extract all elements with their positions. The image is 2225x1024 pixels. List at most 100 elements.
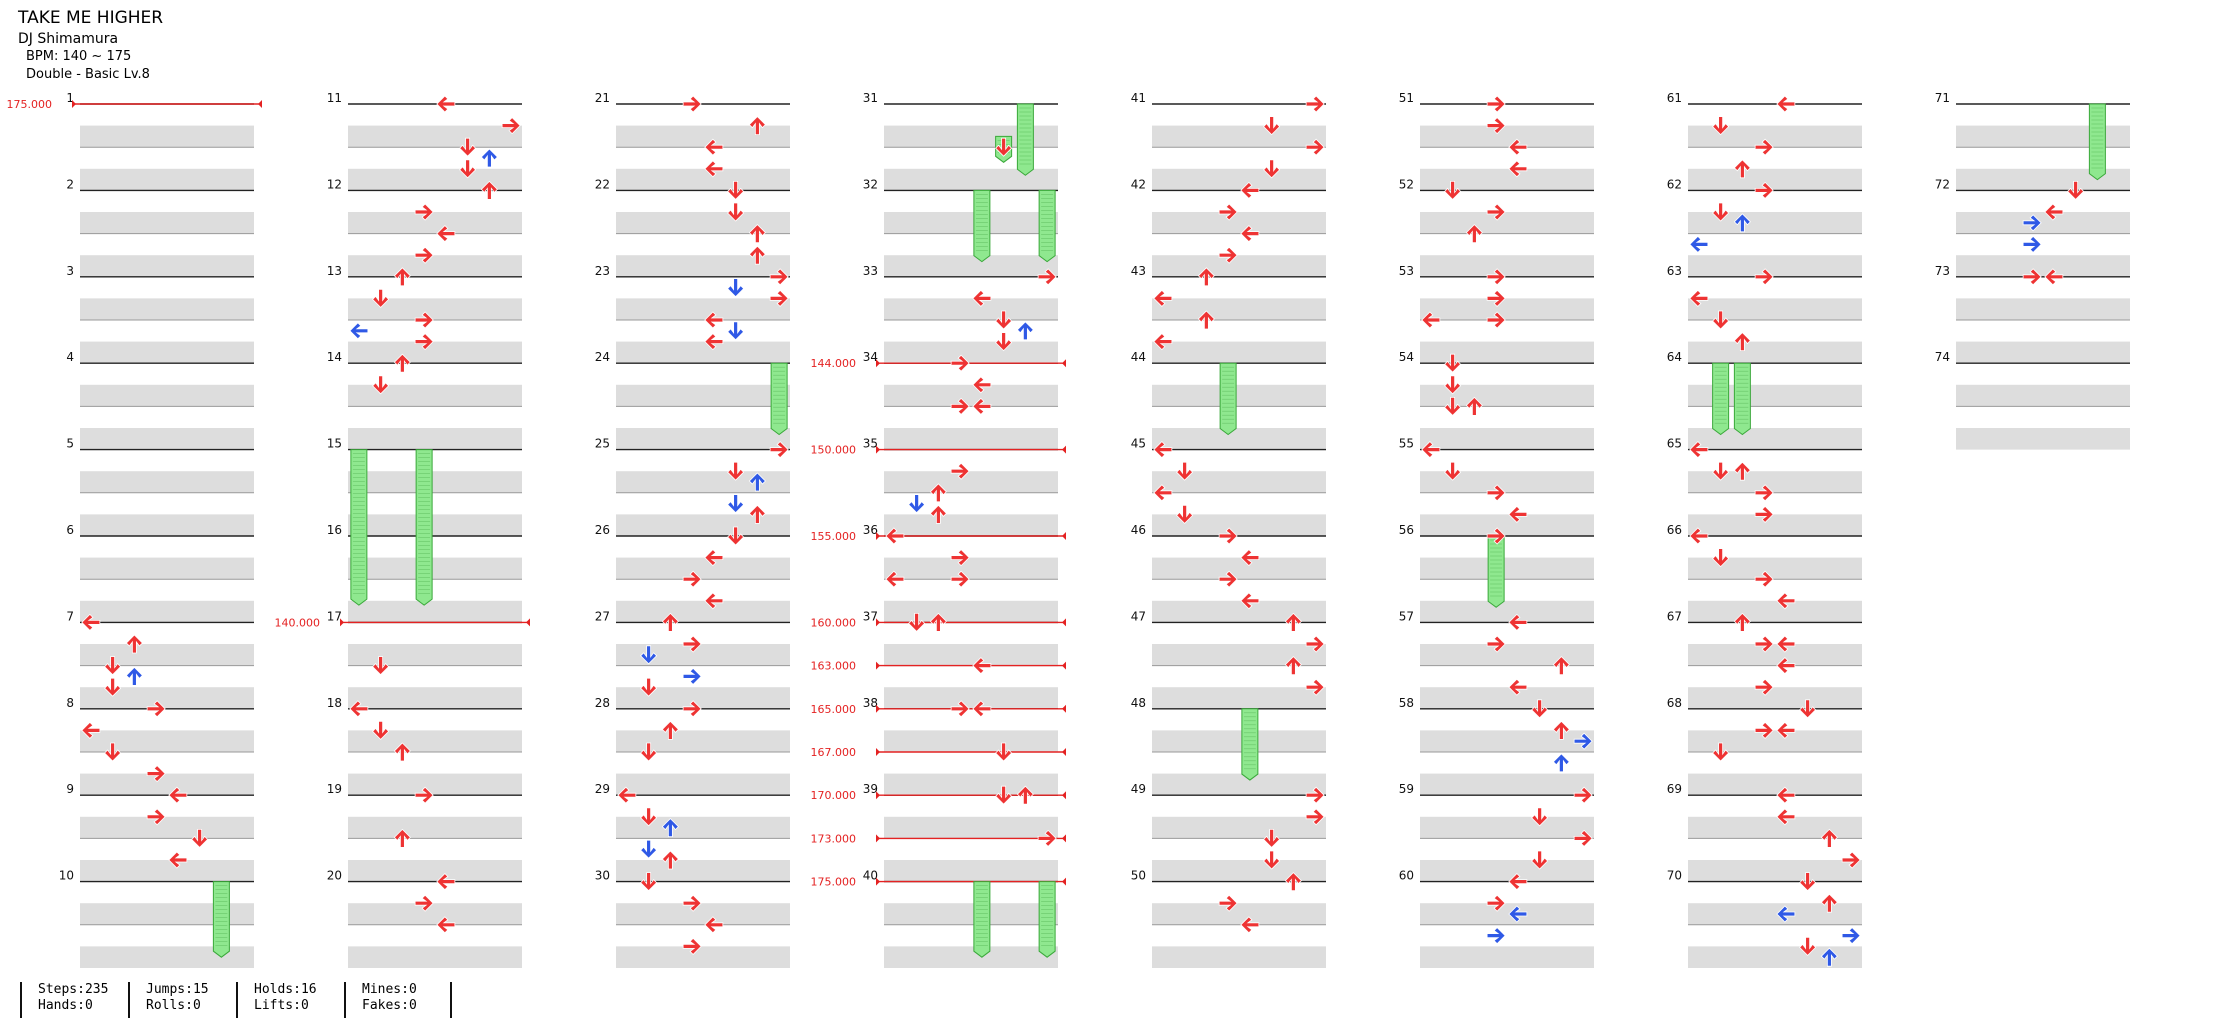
arrow-down-icon (2067, 180, 2085, 200)
arrow-right-icon (682, 894, 702, 912)
arrow-down-icon (995, 742, 1013, 762)
arrow-shape (682, 667, 702, 685)
beat-stripe (1956, 341, 2130, 364)
beat-stripe (1420, 730, 1594, 752)
arrow-shape (682, 700, 702, 718)
beat-stripe (80, 644, 254, 666)
arrow-up-icon (748, 224, 766, 244)
bpm-label: 165.000 (811, 703, 857, 716)
measure-number: 58 (1399, 696, 1414, 710)
bpm-label: 155.000 (811, 530, 857, 543)
arrow-down-icon (1444, 180, 1462, 200)
arrow-shape (640, 742, 658, 762)
arrow-down-icon (995, 332, 1013, 352)
arrow-shape (1197, 267, 1215, 287)
arrow-shape (995, 742, 1013, 762)
arrow-shape (1240, 592, 1260, 610)
bpm-label: 160.000 (811, 616, 857, 629)
beat-stripe (884, 125, 1058, 148)
arrow-shape (727, 494, 745, 514)
beat-stripe (616, 428, 790, 450)
arrow-shape (1712, 202, 1730, 222)
beat-stripe (80, 860, 254, 882)
arrow-down-icon (640, 807, 658, 827)
measure-number: 63 (1667, 264, 1682, 278)
measure-number: 50 (1131, 869, 1146, 883)
arrow-shape (1733, 213, 1751, 233)
arrow-left-icon (617, 786, 637, 804)
measure-number: 61 (1667, 91, 1682, 105)
arrow-shape (682, 894, 702, 912)
arrow-up-icon (1733, 612, 1751, 632)
arrow-shape (682, 635, 702, 653)
measure-number: 70 (1667, 869, 1682, 883)
beat-stripe (616, 687, 790, 709)
arrow-down-icon (1531, 807, 1549, 827)
arrow-shape (1508, 678, 1528, 696)
beat-stripe (1152, 946, 1326, 968)
arrow-shape (1218, 527, 1238, 545)
beat-stripe (1688, 946, 1862, 968)
arrow-shape (769, 289, 789, 307)
beat-stripe (348, 428, 522, 450)
arrow-shape (1240, 549, 1260, 567)
arrow-shape (1531, 850, 1549, 870)
arrow-left-icon (2044, 203, 2064, 221)
beat-stripe (1688, 557, 1862, 580)
arrow-shape (1689, 527, 1709, 545)
stat-column: Jumps:15 Rolls:0 (128, 982, 209, 1018)
arrow-right-icon (414, 333, 434, 351)
beat-stripe (1688, 644, 1862, 666)
beat-stripe (348, 298, 522, 320)
beat-stripe (1688, 903, 1862, 925)
beat-stripe (1688, 212, 1862, 234)
bpm-marker (1062, 748, 1066, 756)
beat-stripe (80, 903, 254, 925)
beat-stripe (1688, 730, 1862, 752)
beat-stripe (616, 168, 790, 191)
hold-note (1712, 362, 1730, 436)
arrow-up-icon (748, 116, 766, 135)
arrow-shape (972, 397, 992, 415)
arrow-shape (1197, 310, 1215, 330)
arrow-left-icon (1689, 235, 1709, 253)
arrow-shape (349, 322, 369, 340)
arrow-left-icon (1508, 905, 1528, 923)
arrow-shape (2044, 203, 2064, 221)
arrow-left-icon (972, 376, 992, 394)
measure-number: 6 (66, 523, 74, 537)
measure-number: 20 (327, 869, 342, 883)
measure-number: 13 (327, 264, 342, 278)
arrow-shape (1776, 786, 1796, 804)
beat-stripe (1420, 946, 1594, 968)
arrow-shape (1176, 505, 1194, 524)
arrow-left-icon (1508, 160, 1528, 178)
arrow-shape (929, 504, 947, 524)
measure-number: 44 (1131, 350, 1146, 364)
arrow-shape (125, 634, 143, 654)
beat-stripe (1420, 687, 1594, 709)
measure-number: 73 (1935, 264, 1950, 278)
beat-stripe (1152, 600, 1326, 623)
arrow-left-icon (1240, 549, 1260, 567)
arrow-down-icon (372, 288, 390, 308)
arrow-shape (640, 645, 658, 665)
beat-stripe (616, 730, 790, 752)
arrow-shape (1573, 786, 1593, 804)
arrow-right-icon (1037, 829, 1057, 847)
arrow-shape (727, 278, 745, 298)
arrow-left-icon (1421, 441, 1441, 459)
measure-number: 56 (1399, 523, 1414, 537)
measure-number: 2 (66, 177, 74, 191)
beat-stripe (80, 125, 254, 148)
measure-number: 39 (863, 782, 878, 796)
arrow-shape (972, 376, 992, 394)
beat-stripe (1420, 255, 1594, 277)
hold-note (415, 449, 433, 606)
arrow-left-icon (1153, 333, 1173, 351)
arrow-shape (727, 526, 745, 546)
bpm-label: 144.000 (811, 357, 857, 370)
measure-number: 69 (1667, 782, 1682, 796)
arrow-down-icon (372, 656, 390, 676)
arrow-shape (1486, 527, 1506, 545)
